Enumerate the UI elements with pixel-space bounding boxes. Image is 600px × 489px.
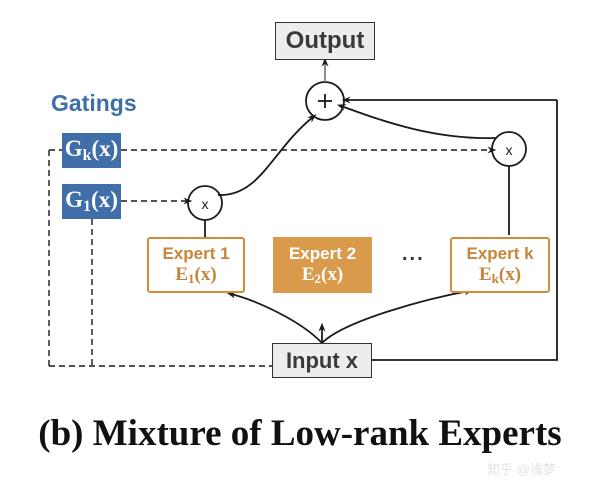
svg-text:x: x xyxy=(202,196,209,212)
svg-text:x: x xyxy=(506,142,513,158)
